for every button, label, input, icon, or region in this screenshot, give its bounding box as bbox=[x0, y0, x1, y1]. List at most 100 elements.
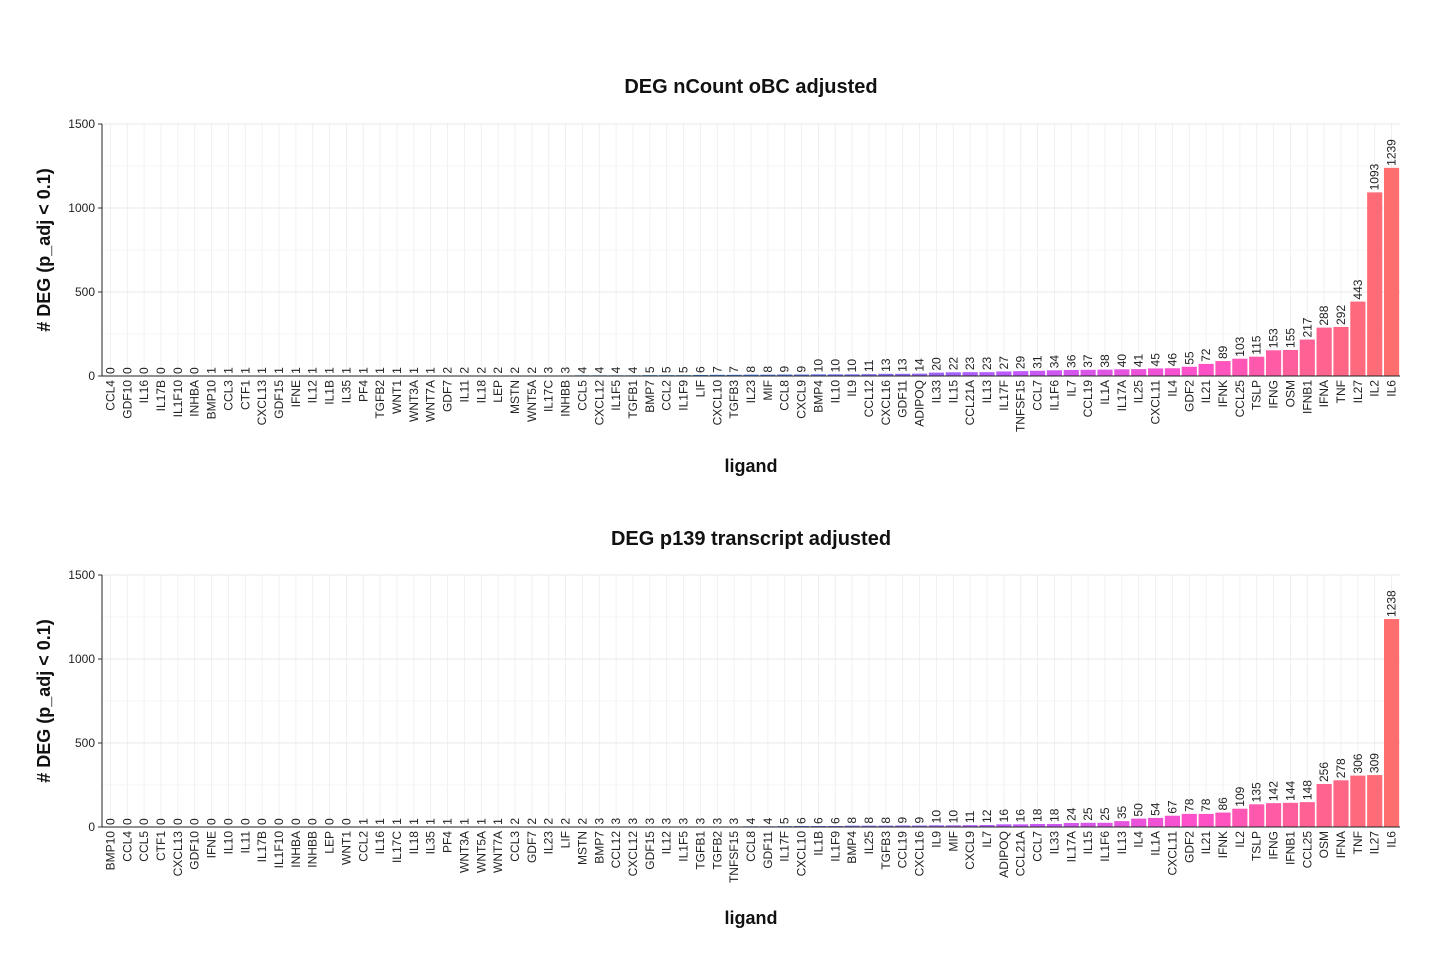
x-tick-label: CCL3 bbox=[221, 380, 235, 411]
bar bbox=[1384, 619, 1399, 827]
data-label: 0 bbox=[188, 367, 202, 374]
data-label: 1 bbox=[441, 818, 455, 825]
bar bbox=[1199, 364, 1214, 376]
data-label: 8 bbox=[845, 817, 859, 824]
data-label: 72 bbox=[1199, 348, 1213, 362]
x-tick-label: INHBA bbox=[289, 831, 303, 868]
x-tick-label: IL1F5 bbox=[677, 831, 691, 862]
data-label: 4 bbox=[626, 366, 640, 373]
data-label: 3 bbox=[677, 817, 691, 824]
data-label: 0 bbox=[255, 818, 269, 825]
data-label: 0 bbox=[272, 818, 286, 825]
x-tick-label: IL1B bbox=[811, 831, 825, 856]
data-label: 0 bbox=[137, 367, 151, 374]
x-tick-label: GDF7 bbox=[525, 831, 539, 863]
x-tick-label: IL1F10 bbox=[171, 380, 185, 418]
x-tick-label: IL17B bbox=[255, 831, 269, 862]
x-tick-label: IL33 bbox=[1047, 831, 1061, 855]
x-tick-label: WNT1 bbox=[339, 831, 353, 865]
bar bbox=[1081, 823, 1096, 827]
x-tick-label: CCL25 bbox=[1233, 380, 1247, 418]
x-tick-label: IL18 bbox=[474, 380, 488, 404]
data-label: 1 bbox=[306, 367, 320, 374]
x-tick-label: IL23 bbox=[744, 380, 758, 404]
data-label: 0 bbox=[103, 367, 117, 374]
y-tick-label: 500 bbox=[75, 736, 95, 750]
x-tick-label: IFNE bbox=[289, 380, 303, 407]
data-label: 36 bbox=[1064, 354, 1078, 368]
x-tick-label: CXCL16 bbox=[879, 380, 893, 426]
data-label: 41 bbox=[1132, 353, 1146, 367]
data-label: 3 bbox=[626, 817, 640, 824]
data-label: 38 bbox=[1098, 354, 1112, 368]
x-tick-label: IFNB1 bbox=[1300, 380, 1314, 414]
x-tick-label: IL4 bbox=[1165, 380, 1179, 397]
x-tick-label: CXCL13 bbox=[171, 831, 185, 877]
x-tick-label: CXCL9 bbox=[795, 380, 809, 419]
data-label: 9 bbox=[795, 365, 809, 372]
x-tick-label: CXCL11 bbox=[1149, 380, 1163, 425]
x-tick-label: IL17C bbox=[390, 831, 404, 863]
x-tick-label: PF4 bbox=[441, 831, 455, 853]
x-tick-label: IL15 bbox=[1081, 831, 1095, 855]
x-tick-label: IL6 bbox=[1385, 831, 1399, 848]
bar bbox=[1367, 192, 1382, 376]
x-tick-label: TGFB2 bbox=[710, 831, 724, 870]
data-label: 5 bbox=[677, 366, 691, 373]
x-tick-label: IL17C bbox=[542, 380, 556, 412]
x-tick-label: TSLP bbox=[1250, 831, 1264, 861]
x-tick-label: OSM bbox=[1317, 831, 1331, 858]
x-tick-label: IL1F6 bbox=[1098, 831, 1112, 862]
bar bbox=[1165, 816, 1180, 827]
x-tick-label: IL17A bbox=[1115, 380, 1129, 411]
data-label: 278 bbox=[1334, 758, 1348, 778]
data-label: 135 bbox=[1250, 782, 1264, 802]
bar bbox=[1300, 340, 1315, 376]
data-label: 34 bbox=[1047, 355, 1061, 369]
data-label: 50 bbox=[1132, 803, 1146, 817]
x-tick-label: MIF bbox=[946, 831, 960, 852]
data-label: 256 bbox=[1317, 762, 1331, 782]
x-tick-label: CCL5 bbox=[137, 831, 151, 862]
data-label: 46 bbox=[1165, 353, 1179, 367]
x-tick-label: IL23 bbox=[542, 831, 556, 855]
y-tick-label: 1000 bbox=[68, 652, 95, 666]
data-label: 1 bbox=[491, 818, 505, 825]
data-label: 7 bbox=[727, 366, 741, 373]
bar bbox=[1317, 784, 1332, 827]
data-label: 0 bbox=[103, 818, 117, 825]
data-label: 1239 bbox=[1385, 139, 1399, 166]
x-tick-label: CCL8 bbox=[778, 380, 792, 411]
data-label: 109 bbox=[1233, 786, 1247, 806]
x-tick-label: CXCL12 bbox=[626, 831, 640, 877]
data-label: 8 bbox=[744, 366, 758, 373]
bar bbox=[1384, 168, 1399, 376]
y-tick-label: 0 bbox=[88, 369, 95, 383]
x-tick-label: IL21 bbox=[1199, 380, 1213, 404]
bar bbox=[1283, 803, 1298, 827]
y-tick-label: 0 bbox=[88, 820, 95, 834]
data-label: 153 bbox=[1267, 328, 1281, 348]
data-label: 4 bbox=[744, 817, 758, 824]
x-tick-label: BMP10 bbox=[103, 831, 117, 871]
x-tick-label: CXCL10 bbox=[795, 831, 809, 877]
x-tick-label: IL16 bbox=[373, 831, 387, 855]
data-label: 29 bbox=[1014, 355, 1028, 369]
data-label: 1 bbox=[205, 367, 219, 374]
x-tick-label: WNT7A bbox=[491, 831, 505, 873]
bar bbox=[1030, 371, 1045, 376]
data-label: 0 bbox=[205, 818, 219, 825]
x-tick-label: INHBB bbox=[306, 831, 320, 868]
bar bbox=[996, 371, 1011, 376]
bar bbox=[1367, 775, 1382, 827]
x-tick-label: ADIPOQ bbox=[997, 831, 1011, 878]
x-tick-label: CTF1 bbox=[238, 380, 252, 410]
data-label: 0 bbox=[289, 818, 303, 825]
data-label: 16 bbox=[997, 809, 1011, 823]
x-tick-label: TNFSF15 bbox=[1014, 380, 1028, 432]
data-label: 2 bbox=[491, 367, 505, 374]
x-tick-label: IL11 bbox=[238, 831, 252, 854]
x-tick-label: CCL2 bbox=[660, 380, 674, 411]
data-label: 78 bbox=[1199, 798, 1213, 812]
x-tick-label: BMP4 bbox=[845, 831, 859, 864]
